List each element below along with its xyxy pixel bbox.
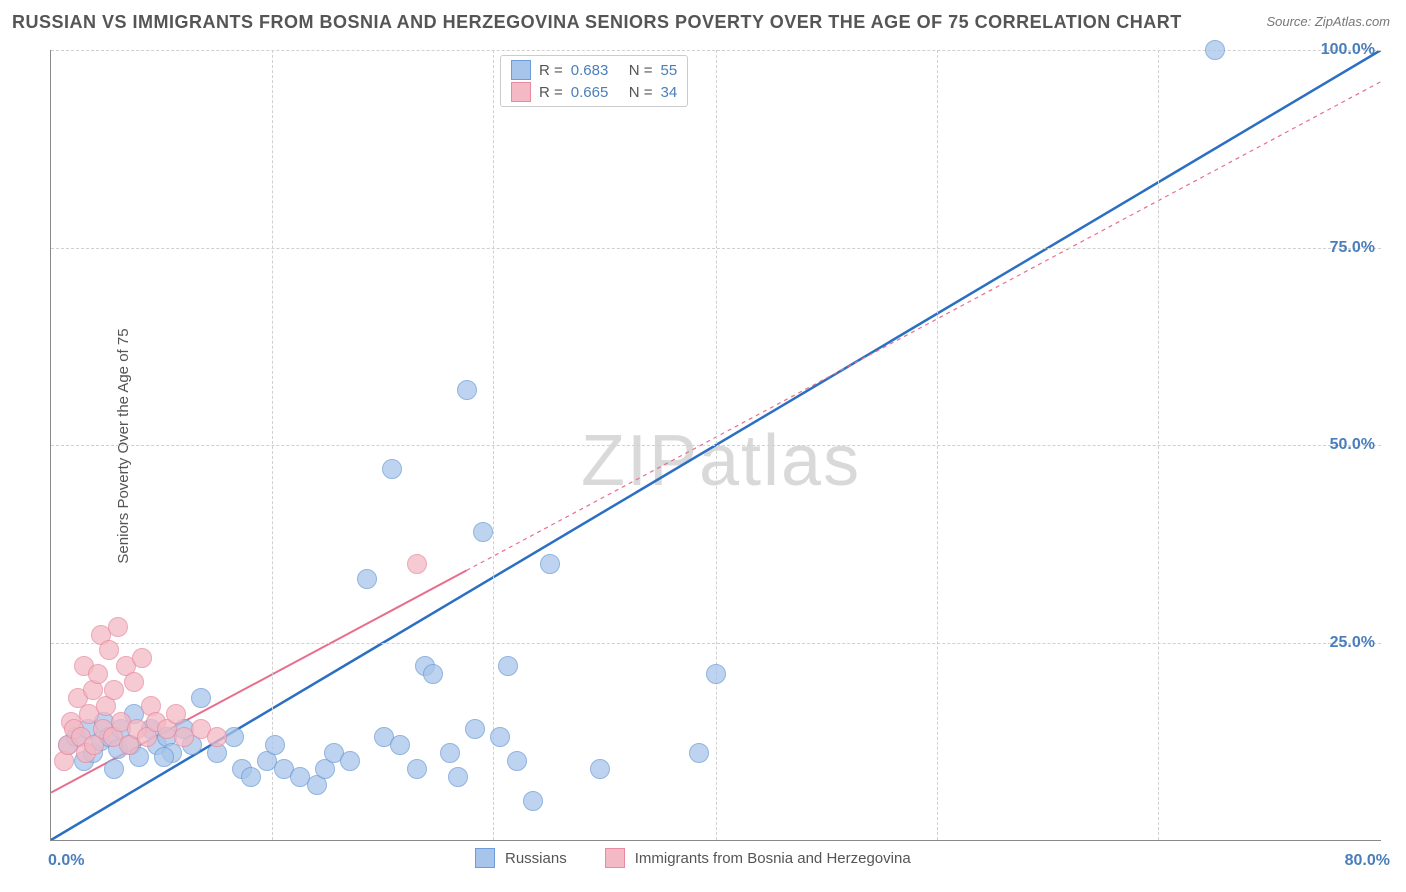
legend-row-russians: R = 0.683 N = 55 xyxy=(511,60,677,80)
swatch-russians xyxy=(511,60,531,80)
scatter-point-bosnia xyxy=(99,640,119,660)
ytick-label: 50.0% xyxy=(1330,436,1375,454)
watermark-text: ZIPatlas xyxy=(581,420,861,502)
scatter-point-bosnia xyxy=(132,648,152,668)
gridline-v xyxy=(716,50,717,840)
scatter-point-russians xyxy=(465,719,485,739)
gridline-v xyxy=(1158,50,1159,840)
legend-stats-box: R = 0.683 N = 55 R = 0.665 N = 34 xyxy=(500,55,688,107)
gridline-v xyxy=(493,50,494,840)
scatter-point-russians xyxy=(498,656,518,676)
scatter-point-russians xyxy=(382,459,402,479)
scatter-point-russians xyxy=(590,759,610,779)
r-prefix: R = xyxy=(539,84,563,101)
swatch-bosnia-bottom xyxy=(605,848,625,868)
scatter-point-russians xyxy=(540,554,560,574)
scatter-point-russians xyxy=(706,664,726,684)
scatter-point-bosnia xyxy=(166,704,186,724)
ytick-label: 75.0% xyxy=(1330,239,1375,257)
scatter-point-russians xyxy=(154,747,174,767)
scatter-point-russians xyxy=(390,735,410,755)
scatter-point-russians xyxy=(340,751,360,771)
scatter-point-russians xyxy=(457,380,477,400)
scatter-point-bosnia xyxy=(207,727,227,747)
scatter-point-russians xyxy=(407,759,427,779)
scatter-point-bosnia xyxy=(124,672,144,692)
swatch-bosnia xyxy=(511,82,531,102)
n-prefix: N = xyxy=(629,62,653,79)
scatter-point-russians xyxy=(423,664,443,684)
scatter-point-russians xyxy=(689,743,709,763)
n-value-bosnia: 34 xyxy=(661,84,678,101)
gridline-v xyxy=(272,50,273,840)
scatter-point-russians xyxy=(265,735,285,755)
scatter-point-russians xyxy=(241,767,261,787)
regression-line-dashed-bosnia xyxy=(467,82,1381,571)
ytick-label: 25.0% xyxy=(1330,634,1375,652)
legend-label-russians: Russians xyxy=(505,850,567,867)
ytick-label: 100.0% xyxy=(1321,41,1375,59)
scatter-point-russians xyxy=(104,759,124,779)
scatter-point-russians xyxy=(1205,40,1225,60)
scatter-point-russians xyxy=(473,522,493,542)
scatter-point-russians xyxy=(440,743,460,763)
scatter-point-bosnia xyxy=(104,680,124,700)
r-value-russians: 0.683 xyxy=(571,62,621,79)
xtick-min: 0.0% xyxy=(48,852,84,870)
legend-series: Russians Immigrants from Bosnia and Herz… xyxy=(475,848,911,868)
chart-title: RUSSIAN VS IMMIGRANTS FROM BOSNIA AND HE… xyxy=(12,12,1182,33)
scatter-point-russians xyxy=(191,688,211,708)
swatch-russians-bottom xyxy=(475,848,495,868)
scatter-point-russians xyxy=(523,791,543,811)
scatter-point-bosnia xyxy=(108,617,128,637)
scatter-point-russians xyxy=(490,727,510,747)
plot-area: ZIPatlas 25.0%50.0%75.0%100.0% xyxy=(50,50,1381,841)
r-prefix: R = xyxy=(539,62,563,79)
source-label: Source: ZipAtlas.com xyxy=(1266,14,1390,29)
scatter-point-bosnia xyxy=(88,664,108,684)
legend-label-bosnia: Immigrants from Bosnia and Herzegovina xyxy=(635,850,911,867)
scatter-point-russians xyxy=(507,751,527,771)
scatter-point-bosnia xyxy=(407,554,427,574)
n-prefix: N = xyxy=(629,84,653,101)
legend-row-bosnia: R = 0.665 N = 34 xyxy=(511,82,677,102)
xtick-max: 80.0% xyxy=(1345,852,1390,870)
gridline-v xyxy=(937,50,938,840)
r-value-bosnia: 0.665 xyxy=(571,84,621,101)
scatter-point-russians xyxy=(448,767,468,787)
scatter-point-russians xyxy=(357,569,377,589)
n-value-russians: 55 xyxy=(661,62,678,79)
